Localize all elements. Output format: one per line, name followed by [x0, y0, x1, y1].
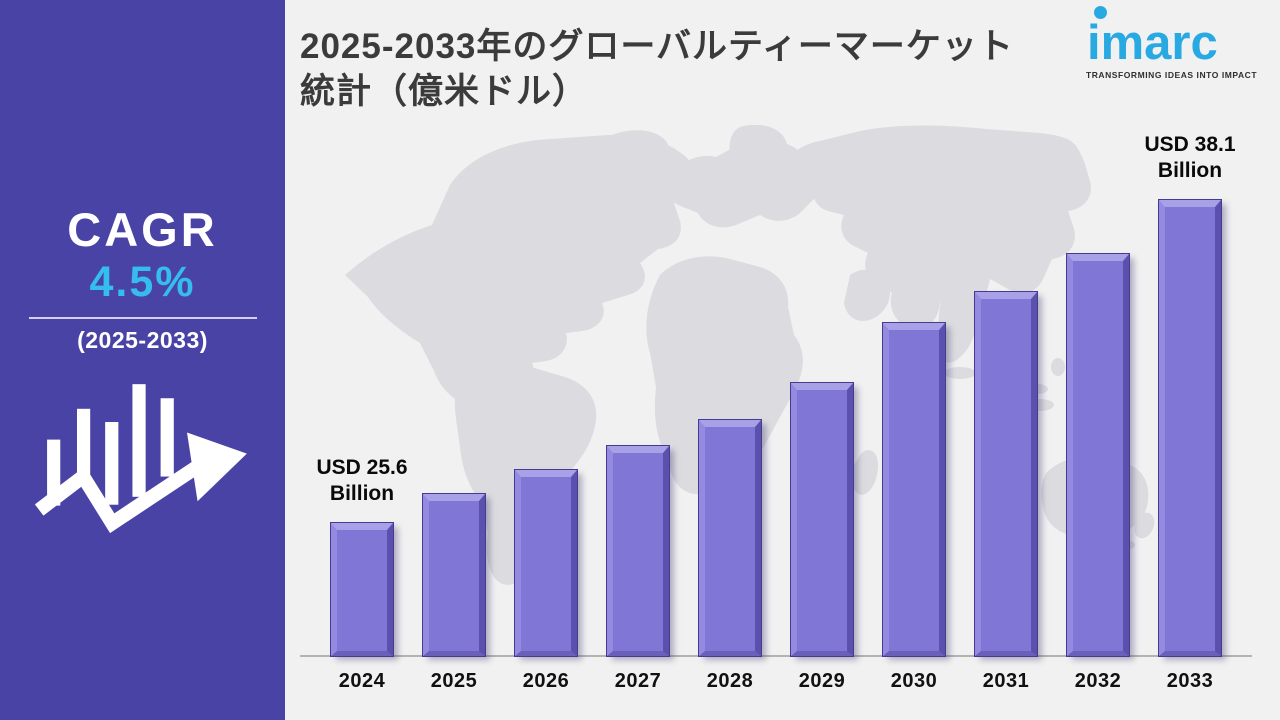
bar-2030	[883, 323, 945, 656]
divider	[28, 317, 257, 320]
bar-2024	[331, 523, 393, 656]
bar-2031	[975, 292, 1037, 656]
page-title: 2025-2033年のグローバルティーマーケット 統計（億米ドル）	[300, 24, 1080, 114]
logo-tagline: TRANSFORMING IDEAS INTO IMPACT	[1086, 70, 1258, 80]
bar-2029	[791, 383, 853, 656]
bar-column-2024: USD 25.6 Billion 2024	[316, 0, 408, 692]
year-label: 2029	[798, 670, 846, 692]
bar-column-2030: 2030	[868, 0, 960, 692]
year-label: 2033	[1166, 670, 1214, 692]
bar-column-2031: 2031	[960, 0, 1052, 692]
bar-2028	[699, 420, 761, 656]
bar-2026	[515, 470, 577, 656]
value-annotation: USD 38.1 Billion	[1144, 133, 1236, 182]
title-line-1: 2025-2033年のグローバルティーマーケット	[300, 27, 1014, 66]
growth-chart-arrow-icon	[34, 384, 247, 534]
year-label: 2025	[430, 670, 478, 692]
imarc-logo: imarc TRANSFORMING IDEAS INTO IMPACT	[1086, 6, 1262, 80]
value-annotation: USD 25.6 Billion	[316, 456, 408, 505]
title-line-2: 統計（億米ドル）	[300, 72, 589, 111]
year-label: 2028	[706, 670, 754, 692]
world-map	[345, 125, 1155, 585]
year-label: 2031	[982, 670, 1030, 692]
year-label: 2026	[522, 670, 570, 692]
bar-2027	[607, 446, 669, 656]
year-label: 2032	[1074, 670, 1122, 692]
bar-column-2028: 2028	[684, 0, 776, 692]
sidebar: CAGR 4.5% (2025-2033)	[0, 0, 285, 720]
bar-column-2025: 2025	[408, 0, 500, 692]
logo-i-dot-icon	[1094, 6, 1107, 19]
year-label: 2030	[890, 670, 938, 692]
bars-row: USD 25.6 Billion 2024 2025 2026 2027 2028	[316, 0, 1236, 692]
bar-column-2029: 2029	[776, 0, 868, 692]
bar-column-2026: 2026	[500, 0, 592, 692]
cagr-value: 4.5%	[89, 258, 196, 307]
bar-column-2027: 2027	[592, 0, 684, 692]
bar-column-2033: USD 38.1 Billion 2033	[1144, 0, 1236, 692]
bar-column-2032: 2032	[1052, 0, 1144, 692]
bar-2025	[423, 494, 485, 656]
year-label: 2024	[338, 670, 386, 692]
x-axis-line	[300, 655, 1252, 657]
logo-wordmark: imarc	[1087, 16, 1218, 70]
bar-2032	[1067, 254, 1129, 656]
year-label: 2027	[614, 670, 662, 692]
cagr-label: CAGR	[67, 203, 218, 256]
cagr-period: (2025-2033)	[77, 327, 208, 354]
bar-2033	[1159, 200, 1221, 656]
